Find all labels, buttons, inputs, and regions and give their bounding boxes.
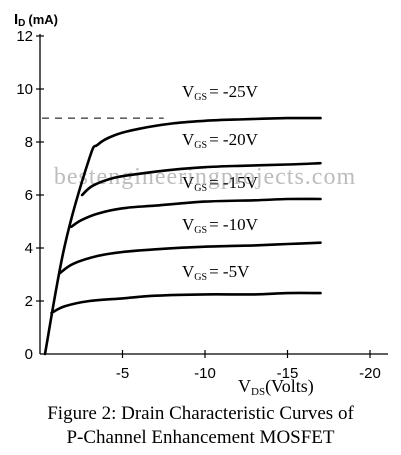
caption-line-1: Figure 2: Drain Characteristic Curves of — [47, 403, 354, 424]
x-tick-label: -5 — [116, 365, 129, 382]
series-label: VGS = -15V — [182, 173, 259, 194]
series-labels: VGS = -25V VGS = -20V VGS = -15V VGS = -10V VGS =… — [182, 82, 259, 283]
y-tick-label: 2 — [25, 293, 33, 310]
y-ticks: 0 2 4 6 8 10 12 — [16, 28, 44, 363]
x-axis-label-unit: (Volts) — [265, 376, 314, 397]
y-tick-label: 12 — [16, 28, 33, 45]
y-tick-label: 6 — [25, 187, 33, 204]
series-curve — [58, 241, 322, 275]
series-curve — [80, 161, 322, 197]
x-tick-label: -15 — [277, 365, 299, 382]
y-axis-label-sub: D — [18, 18, 25, 29]
series-label: VGS = -10V — [182, 215, 259, 236]
x-tick-label: -10 — [194, 365, 216, 382]
y-axis-label-main: I — [14, 11, 18, 28]
x-axis-label-main: V — [238, 376, 251, 396]
series-curve — [70, 197, 322, 229]
y-tick-label: 8 — [25, 134, 33, 151]
y-tick-label: 10 — [16, 81, 33, 98]
series-label: VGS = -25V — [182, 82, 259, 103]
series-label: VGS = -20V — [182, 130, 259, 151]
series-curve — [43, 116, 322, 356]
y-tick-label: 0 — [25, 346, 33, 363]
series-curves — [43, 116, 322, 356]
x-axis-label: VDS(Volts) — [238, 376, 314, 398]
x-ticks: -5 -10 -15 -20 — [116, 350, 381, 382]
series-curve — [50, 291, 322, 315]
caption-line-2: P-Channel Enhancement MOSFET — [66, 427, 335, 448]
y-axis-label: ID (mA) — [14, 11, 58, 29]
x-axis-label-sub: DS — [251, 386, 265, 398]
figure-caption: Figure 2: Drain Characteristic Curves of… — [0, 402, 401, 450]
y-axis-label-unit: (mA) — [28, 12, 58, 27]
x-tick-label: -20 — [359, 365, 381, 382]
series-label: VGS = -5V — [182, 262, 250, 283]
y-tick-label: 4 — [25, 240, 33, 257]
